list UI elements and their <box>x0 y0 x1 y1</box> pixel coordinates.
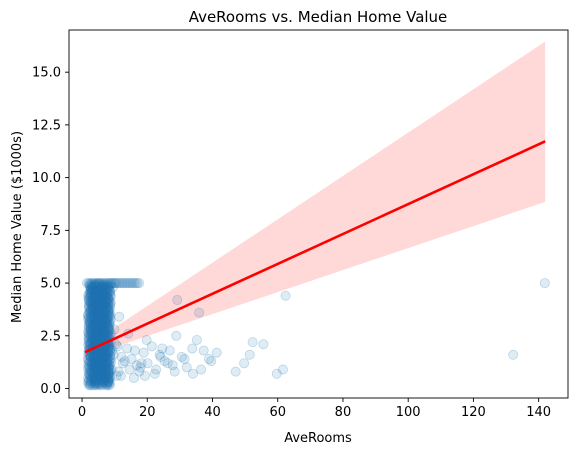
data-point <box>248 338 257 347</box>
data-point <box>139 348 148 357</box>
data-point <box>240 359 249 368</box>
data-point <box>212 348 221 357</box>
y-tick-label: 2.5 <box>40 329 61 344</box>
data-point <box>207 356 216 365</box>
data-point <box>142 335 151 344</box>
data-point <box>245 350 254 359</box>
data-point <box>91 333 100 342</box>
data-point <box>108 346 117 355</box>
data-point <box>278 365 287 374</box>
data-point <box>129 373 138 382</box>
data-point <box>188 369 197 378</box>
data-point <box>140 371 149 380</box>
x-tick-label: 140 <box>526 405 551 420</box>
y-tick-label: 5.0 <box>40 277 61 292</box>
data-point <box>173 295 182 304</box>
y-tick-label: 7.5 <box>40 224 61 239</box>
data-point <box>199 346 208 355</box>
data-point <box>158 344 167 353</box>
y-tick-label: 10.0 <box>32 171 61 186</box>
data-point <box>110 325 119 334</box>
data-point <box>106 373 115 382</box>
data-point <box>110 278 119 287</box>
data-point <box>195 308 204 317</box>
x-tick-label: 60 <box>269 405 286 420</box>
data-point <box>92 375 101 384</box>
data-point <box>163 359 172 368</box>
chart-title: AveRooms vs. Median Home Value <box>189 8 448 26</box>
data-point <box>98 321 107 330</box>
data-point <box>188 344 197 353</box>
data-point <box>281 291 290 300</box>
data-point <box>192 335 201 344</box>
data-point <box>540 278 549 287</box>
data-point <box>196 365 205 374</box>
data-point <box>135 278 144 287</box>
data-point <box>156 352 165 361</box>
y-tick-label: 0.0 <box>40 382 61 397</box>
data-point <box>259 340 268 349</box>
data-point <box>94 278 103 287</box>
data-point <box>150 369 159 378</box>
data-point <box>231 367 240 376</box>
data-point <box>115 312 124 321</box>
x-tick-label: 100 <box>396 405 421 420</box>
data-point <box>180 354 189 363</box>
x-tick-label: 120 <box>461 405 486 420</box>
data-point <box>136 363 145 372</box>
data-point <box>96 291 105 300</box>
x-tick-label: 20 <box>139 405 156 420</box>
x-axis-label: AveRooms <box>284 431 352 446</box>
data-point <box>90 352 99 361</box>
data-point <box>125 365 134 374</box>
x-tick-label: 0 <box>78 405 86 420</box>
y-axis-label: Median Home Value ($1000s) <box>10 131 25 323</box>
data-point <box>103 304 112 313</box>
y-tick-label: 12.5 <box>32 118 61 133</box>
y-tick-label: 15.0 <box>32 66 61 81</box>
x-tick-label: 80 <box>335 405 352 420</box>
x-tick-label: 40 <box>204 405 221 420</box>
data-point <box>509 350 518 359</box>
data-point <box>172 331 181 340</box>
data-point <box>120 356 129 365</box>
data-point <box>130 346 139 355</box>
data-point <box>89 365 98 374</box>
